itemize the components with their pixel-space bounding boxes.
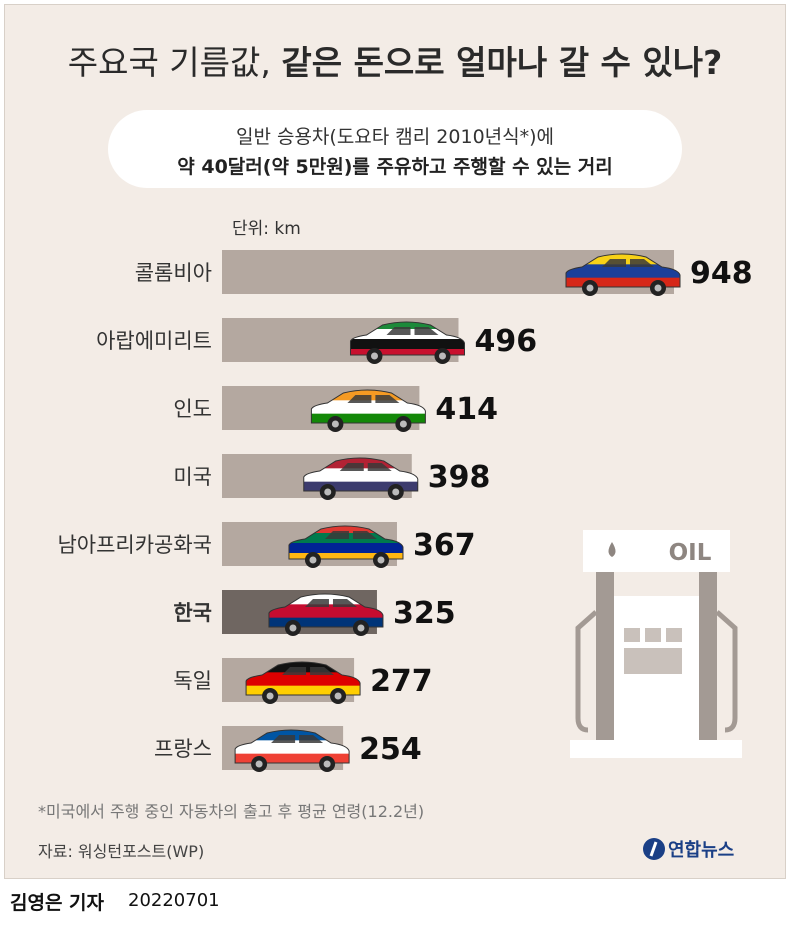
- value-label: 254: [359, 732, 422, 767]
- publish-date: 20220701: [128, 890, 220, 911]
- value-label: 496: [474, 324, 537, 359]
- category-label: 남아프리카공화국: [57, 533, 212, 557]
- reporter-name: 김영은 기자: [10, 892, 105, 914]
- footnote: *미국에서 주행 중인 자동차의 출고 후 평균 연령(12.2년): [38, 802, 425, 821]
- subtitle-line2: 약 40달러(약 5만원)를 주유하고 주행할 수 있는 거리: [177, 156, 613, 178]
- category-label: 미국: [173, 465, 212, 489]
- car-icon: [349, 321, 465, 364]
- category-label: 아랍에미리트: [96, 329, 212, 353]
- category-label: 프랑스: [154, 737, 212, 761]
- category-label: 인도: [173, 397, 212, 421]
- car-icon: [288, 525, 404, 568]
- subtitle-line1: 일반 승용차(도요타 캠리 2010년식*)에: [235, 126, 555, 148]
- logo-mark-icon: [643, 838, 665, 860]
- value-label: 367: [413, 528, 476, 563]
- value-label: 948: [690, 256, 753, 291]
- chart-title: 주요국 기름값, 같은 돈으로 얼마나 갈 수 있나?: [0, 36, 790, 84]
- subtitle-box: 일반 승용차(도요타 캠리 2010년식*)에 약 40달러(약 5만원)를 주…: [108, 110, 682, 188]
- value-label: 398: [428, 460, 491, 495]
- pump-label: OIL: [669, 540, 712, 566]
- title-light: 주요국 기름값,: [67, 43, 282, 82]
- category-label: 독일: [173, 669, 212, 693]
- title-bold: 같은 돈으로 얼마나 갈 수 있나?: [281, 43, 723, 82]
- value-label: 325: [393, 596, 456, 631]
- source-note: 자료: 워싱턴포스트(WP): [38, 842, 205, 861]
- gas-pump-icon: OIL: [570, 530, 742, 758]
- logo-text: 연합뉴스: [668, 840, 735, 861]
- category-label: 한국: [173, 601, 212, 625]
- unit-label: 단위: km: [232, 219, 301, 239]
- value-label: 277: [370, 664, 433, 699]
- yonhap-logo: 연합뉴스: [642, 832, 762, 866]
- value-label: 414: [435, 392, 498, 427]
- category-label: 콜롬비아: [135, 261, 212, 285]
